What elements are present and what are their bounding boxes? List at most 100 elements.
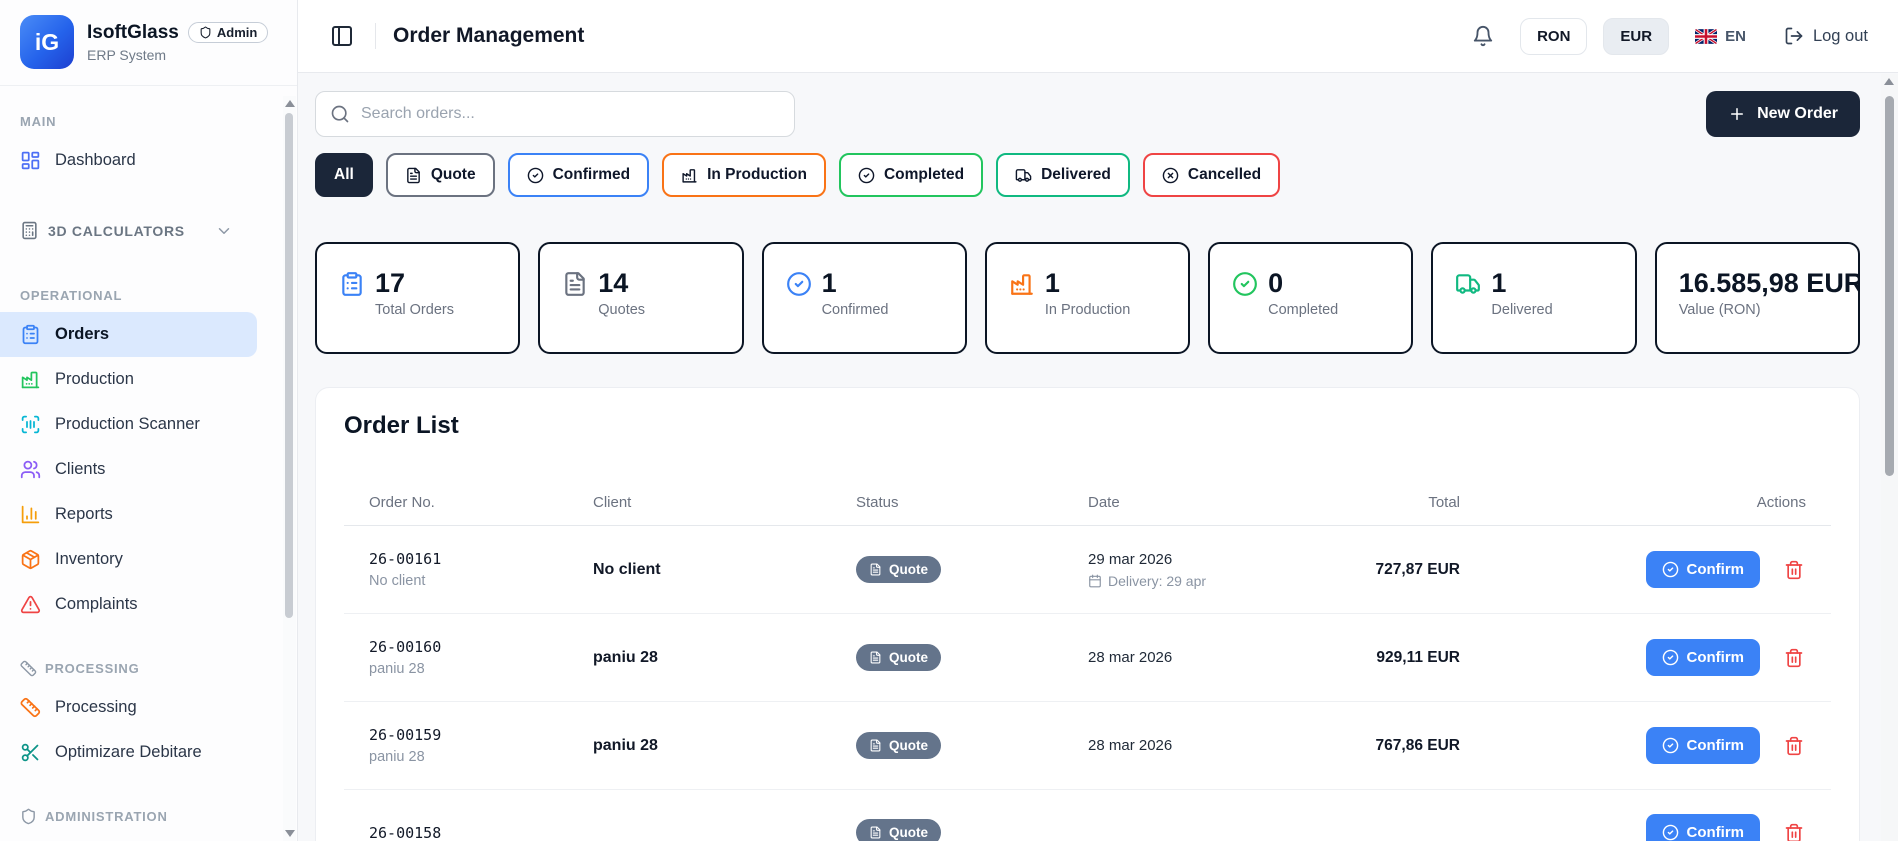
sidebar-item-production-scanner[interactable]: Production Scanner [0, 402, 257, 447]
stat-value: 1 [1491, 268, 1507, 298]
bell-icon [1473, 26, 1493, 47]
stat-card-confirmed[interactable]: 1 Confirmed [761, 242, 967, 354]
factory-icon [1009, 271, 1035, 297]
stat-card-completed[interactable]: 0 Completed [1208, 242, 1414, 354]
confirm-label: Confirm [1686, 649, 1745, 666]
column-header-date: Date [1088, 494, 1120, 511]
filter-cancelled[interactable]: Cancelled [1142, 153, 1281, 197]
sidebar-item-optimizare-debitare[interactable]: Optimizare Debitare [0, 730, 257, 775]
filter-in-production[interactable]: In Production [662, 153, 826, 197]
stat-label: Delivered [1491, 302, 1553, 318]
confirm-label: Confirm [1686, 561, 1745, 578]
clients-icon [20, 459, 41, 480]
delete-button[interactable] [1782, 734, 1806, 758]
filter-quote[interactable]: Quote [385, 153, 495, 197]
order-number: 26-00160 [369, 638, 442, 656]
stat-card-quotes[interactable]: 14 Quotes [538, 242, 744, 354]
section-label: ADMINISTRATION [45, 808, 168, 824]
delete-button[interactable] [1782, 646, 1806, 670]
status-badge: Quote [856, 819, 941, 841]
scrollbar-thumb[interactable] [285, 113, 293, 618]
confirm-button[interactable]: Confirm [1645, 727, 1760, 764]
truck-icon [1015, 168, 1032, 182]
notifications-button[interactable] [1468, 21, 1498, 51]
sidebar-item-clients[interactable]: Clients [0, 447, 257, 492]
filter-label: Quote [430, 166, 476, 183]
new-order-button[interactable]: New Order [1706, 91, 1860, 137]
sidebar-header: iG IsoftGlass Admin ERP System [0, 0, 297, 86]
stat-label: Confirmed [821, 302, 889, 318]
calculator-icon [20, 221, 39, 240]
stat-label: Quotes [598, 302, 646, 318]
check-circle-icon [858, 167, 875, 183]
document-icon [870, 826, 881, 839]
sidebar-item-production[interactable]: Production [0, 357, 257, 402]
stat-card-in-production[interactable]: 1 In Production [984, 242, 1191, 354]
order-date: 28 mar 2026 [1088, 737, 1173, 754]
window-scrollbar[interactable] [1881, 74, 1898, 841]
scroll-up-arrow[interactable] [1884, 78, 1894, 85]
sidebar-item-label: Optimizare Debitare [55, 743, 202, 761]
delete-button[interactable] [1782, 821, 1806, 841]
client-name: No client [593, 560, 661, 578]
currency-ron-button[interactable]: RON [1520, 17, 1588, 55]
stat-card-value[interactable]: 16.585,98 EUR Value (RON) [1654, 242, 1860, 354]
scroll-down-arrow[interactable] [285, 830, 295, 837]
factory-icon [682, 168, 697, 183]
filter-all[interactable]: All [315, 153, 373, 197]
sidebar-group-label: 3D CALCULATORS [48, 222, 185, 239]
logout-button[interactable]: Log out [1784, 26, 1868, 46]
stat-label: Total Orders [375, 302, 454, 318]
status-badge: Quote [856, 732, 941, 759]
section-administration: ADMINISTRATION [0, 807, 297, 825]
stat-card-total-orders[interactable]: 17 Total Orders [315, 242, 521, 354]
table-row: 26-00161 No client No client Quote 29 ma… [344, 526, 1831, 614]
scrollbar-thumb[interactable] [1885, 96, 1894, 476]
app-logo: iG [20, 15, 74, 69]
sidebar-group-3d-calculators[interactable]: 3D CALCULATORS [0, 211, 253, 250]
filter-delivered[interactable]: Delivered [996, 153, 1130, 197]
search-box [315, 91, 795, 137]
language-label: EN [1725, 27, 1746, 45]
sidebar-item-label: Production [55, 370, 134, 388]
sidebar-toggle-button[interactable] [326, 20, 358, 52]
column-header-client: Client [593, 494, 632, 511]
sidebar-scrollbar[interactable] [283, 96, 296, 841]
scissors-icon [20, 742, 41, 763]
column-header-order-no: Order No. [369, 494, 435, 511]
table-row: 26-00159 paniu 28 paniu 28 Quote 28 mar … [344, 702, 1831, 790]
delivery-date: Delivery: 29 apr [1088, 573, 1280, 589]
document-icon [406, 167, 420, 183]
stats-row: 17 Total Orders 14 Quotes [315, 242, 1860, 354]
confirm-button[interactable]: Confirm [1645, 639, 1760, 676]
language-switcher[interactable]: EN [1695, 28, 1746, 45]
confirm-label: Confirm [1686, 824, 1745, 841]
sidebar: iG IsoftGlass Admin ERP System MAIN Dash… [0, 0, 298, 841]
column-header-status: Status [856, 494, 899, 511]
search-input[interactable] [361, 105, 780, 123]
sidebar-item-reports[interactable]: Reports [0, 492, 257, 537]
sidebar-item-orders[interactable]: Orders [0, 312, 257, 357]
stat-label: In Production [1044, 302, 1131, 318]
sidebar-item-processing[interactable]: Processing [0, 685, 257, 730]
search-icon [331, 105, 349, 123]
check-circle-icon [1662, 649, 1678, 666]
filter-confirmed[interactable]: Confirmed [507, 153, 650, 197]
confirm-button[interactable]: Confirm [1645, 551, 1760, 588]
chevron-down-icon [218, 227, 230, 234]
stat-card-delivered[interactable]: 1 Delivered [1431, 242, 1637, 354]
trash-icon [1785, 823, 1803, 841]
sidebar-item-dashboard[interactable]: Dashboard [0, 138, 257, 183]
confirm-button[interactable]: Confirm [1645, 814, 1760, 841]
sidebar-item-complaints[interactable]: Complaints [0, 582, 257, 627]
calendar-icon [1089, 574, 1101, 587]
delete-button[interactable] [1782, 558, 1806, 582]
sidebar-item-label: Complaints [55, 595, 138, 613]
check-circle-icon [1662, 824, 1678, 841]
status-label: Quote [889, 825, 928, 840]
sidebar-item-inventory[interactable]: Inventory [0, 537, 257, 582]
search-row: New Order [315, 91, 1860, 137]
scroll-up-arrow[interactable] [285, 100, 295, 107]
currency-eur-button[interactable]: EUR [1603, 17, 1670, 55]
filter-completed[interactable]: Completed [838, 153, 984, 197]
